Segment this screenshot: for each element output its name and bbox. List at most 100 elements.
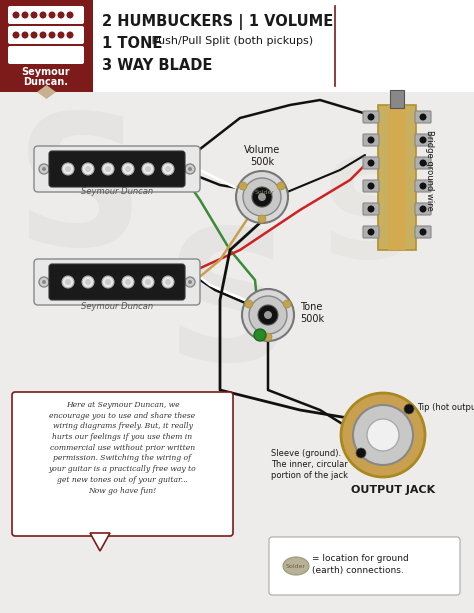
Polygon shape bbox=[37, 85, 56, 99]
Circle shape bbox=[264, 311, 272, 319]
Circle shape bbox=[188, 280, 192, 284]
FancyBboxPatch shape bbox=[363, 180, 379, 192]
Circle shape bbox=[102, 163, 114, 175]
FancyBboxPatch shape bbox=[363, 226, 379, 238]
FancyBboxPatch shape bbox=[8, 26, 84, 44]
Circle shape bbox=[367, 419, 399, 451]
Text: S: S bbox=[320, 153, 420, 287]
Circle shape bbox=[57, 31, 64, 39]
FancyBboxPatch shape bbox=[415, 180, 431, 192]
Circle shape bbox=[404, 404, 414, 414]
Circle shape bbox=[367, 137, 374, 143]
FancyBboxPatch shape bbox=[363, 134, 379, 146]
Bar bbox=[388, 105, 406, 250]
Circle shape bbox=[48, 31, 55, 39]
Circle shape bbox=[367, 159, 374, 167]
Circle shape bbox=[102, 276, 114, 288]
Bar bbox=[0, 0, 474, 92]
Circle shape bbox=[48, 12, 55, 18]
Circle shape bbox=[185, 164, 195, 174]
Circle shape bbox=[85, 279, 91, 285]
Text: 2 HUMBUCKERS | 1 VOLUME: 2 HUMBUCKERS | 1 VOLUME bbox=[102, 14, 333, 30]
Circle shape bbox=[122, 163, 134, 175]
Circle shape bbox=[142, 163, 154, 175]
Text: Seymour Duncan: Seymour Duncan bbox=[81, 187, 153, 196]
Circle shape bbox=[39, 12, 46, 18]
Circle shape bbox=[341, 393, 425, 477]
Circle shape bbox=[419, 183, 427, 189]
Text: OUTPUT JACK: OUTPUT JACK bbox=[351, 485, 435, 495]
Circle shape bbox=[125, 166, 131, 172]
Text: Tone
500k: Tone 500k bbox=[300, 302, 324, 324]
Text: S: S bbox=[165, 222, 295, 398]
Circle shape bbox=[419, 159, 427, 167]
Circle shape bbox=[21, 31, 28, 39]
Circle shape bbox=[245, 300, 253, 308]
Text: Tip (hot output): Tip (hot output) bbox=[417, 403, 474, 411]
Circle shape bbox=[356, 448, 366, 458]
FancyBboxPatch shape bbox=[34, 146, 200, 192]
Circle shape bbox=[353, 405, 413, 465]
FancyBboxPatch shape bbox=[363, 203, 379, 215]
Circle shape bbox=[242, 289, 294, 341]
Circle shape bbox=[122, 276, 134, 288]
Circle shape bbox=[188, 167, 192, 171]
Text: Duncan.: Duncan. bbox=[24, 77, 69, 87]
Text: = location for ground
(earth) connections.: = location for ground (earth) connection… bbox=[312, 554, 409, 575]
Circle shape bbox=[82, 276, 94, 288]
Circle shape bbox=[42, 280, 46, 284]
Circle shape bbox=[65, 166, 71, 172]
Circle shape bbox=[12, 31, 19, 39]
Bar bbox=[378, 105, 416, 250]
Circle shape bbox=[236, 171, 288, 223]
Circle shape bbox=[249, 296, 287, 334]
Bar bbox=[0, 0, 93, 92]
Circle shape bbox=[162, 163, 174, 175]
Circle shape bbox=[30, 31, 37, 39]
Circle shape bbox=[145, 166, 151, 172]
Circle shape bbox=[65, 279, 71, 285]
FancyBboxPatch shape bbox=[363, 157, 379, 169]
Text: Seymour: Seymour bbox=[22, 67, 70, 77]
Circle shape bbox=[367, 205, 374, 213]
Circle shape bbox=[42, 167, 46, 171]
Circle shape bbox=[66, 12, 73, 18]
Text: Volume
500k: Volume 500k bbox=[244, 145, 280, 167]
Text: S: S bbox=[15, 107, 145, 283]
Circle shape bbox=[125, 279, 131, 285]
Polygon shape bbox=[90, 533, 110, 551]
Text: Sleeve (ground).
The inner, circular
portion of the jack: Sleeve (ground). The inner, circular por… bbox=[271, 449, 348, 480]
Text: Solder: Solder bbox=[255, 191, 275, 196]
Circle shape bbox=[367, 183, 374, 189]
Circle shape bbox=[367, 113, 374, 121]
Text: 3 WAY BLADE: 3 WAY BLADE bbox=[102, 58, 212, 73]
Text: 1 TONE: 1 TONE bbox=[102, 36, 163, 51]
Circle shape bbox=[12, 12, 19, 18]
Circle shape bbox=[419, 137, 427, 143]
Circle shape bbox=[105, 166, 111, 172]
Text: Solder: Solder bbox=[286, 563, 306, 568]
Circle shape bbox=[165, 279, 171, 285]
FancyBboxPatch shape bbox=[415, 157, 431, 169]
Circle shape bbox=[185, 277, 195, 287]
Circle shape bbox=[39, 164, 49, 174]
Text: Bridge ground wire: Bridge ground wire bbox=[426, 130, 435, 211]
Circle shape bbox=[105, 279, 111, 285]
FancyBboxPatch shape bbox=[363, 111, 379, 123]
Text: Seymour Duncan: Seymour Duncan bbox=[81, 302, 153, 311]
Circle shape bbox=[258, 193, 266, 201]
Circle shape bbox=[66, 31, 73, 39]
Bar bbox=[390, 90, 404, 108]
FancyBboxPatch shape bbox=[12, 392, 233, 536]
FancyBboxPatch shape bbox=[8, 46, 84, 64]
Circle shape bbox=[162, 276, 174, 288]
FancyBboxPatch shape bbox=[415, 134, 431, 146]
FancyBboxPatch shape bbox=[415, 226, 431, 238]
Circle shape bbox=[21, 12, 28, 18]
Circle shape bbox=[142, 276, 154, 288]
Circle shape bbox=[145, 279, 151, 285]
Circle shape bbox=[283, 300, 291, 308]
Circle shape bbox=[419, 229, 427, 235]
Circle shape bbox=[243, 178, 281, 216]
Circle shape bbox=[57, 12, 64, 18]
